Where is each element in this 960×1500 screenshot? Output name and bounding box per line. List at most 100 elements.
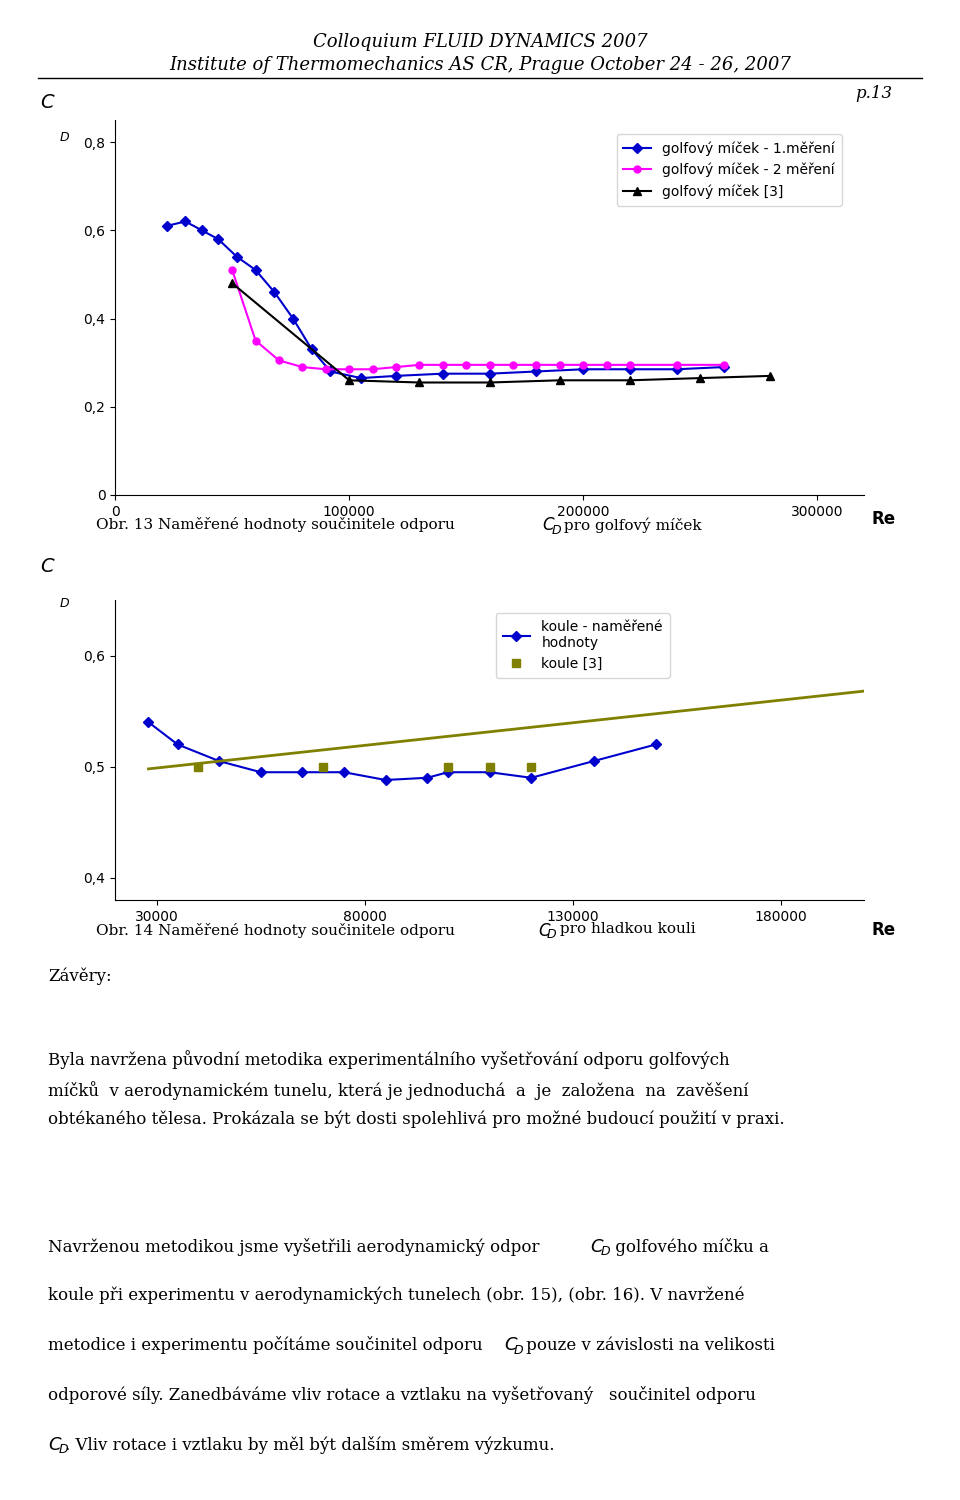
golfový míček - 1.měření — [484, 364, 495, 382]
Line: golfový míček [3]: golfový míček [3] — [228, 279, 775, 387]
golfový míček - 1.měření — [437, 364, 448, 382]
Line: koule - naměřené
hodnoty: koule - naměřené hodnoty — [145, 718, 660, 783]
Text: pouze v závislosti na velikosti: pouze v závislosti na velikosti — [521, 1336, 775, 1354]
golfový míček [3] — [694, 369, 706, 387]
golfový míček - 2 měření — [414, 356, 425, 374]
Text: $\mathit{D}$: $\mathit{D}$ — [513, 1344, 523, 1358]
golfový míček - 2 měření — [554, 356, 565, 374]
golfový míček - 2 měření — [250, 332, 261, 350]
koule [3] — [443, 758, 454, 776]
golfový míček - 1.měření — [578, 360, 589, 378]
koule - naměřené
hodnoty — [172, 735, 183, 753]
Text: Colloquium FLUID DYNAMICS 2007: Colloquium FLUID DYNAMICS 2007 — [313, 33, 647, 51]
golfový míček - 2 měření — [671, 356, 683, 374]
golfový míček - 2 měření — [484, 356, 495, 374]
Line: koule [3]: koule [3] — [194, 762, 536, 771]
golfový míček - 1.měření — [324, 363, 336, 381]
Text: Závěry:: Závěry: — [48, 968, 111, 986]
koule - naměřené
hodnoty — [380, 771, 392, 789]
golfový míček [3] — [554, 372, 565, 390]
golfový míček [3] — [765, 368, 777, 386]
koule - naměřené
hodnoty — [421, 770, 433, 788]
golfový míček - 2 měření — [344, 360, 355, 378]
koule - naměřené
hodnoty — [650, 735, 661, 753]
koule - naměřené
hodnoty — [525, 770, 537, 788]
Text: $\mathit{D}$: $\mathit{D}$ — [600, 1245, 611, 1258]
golfový míček - 2 měření — [624, 356, 636, 374]
Text: koule při experimentu v aerodynamických tunelech (obr. 15), (obr. 16). V navržen: koule při experimentu v aerodynamických … — [48, 1287, 745, 1305]
golfový míček - 2 měření — [437, 356, 448, 374]
golfový míček [3] — [344, 372, 355, 390]
Line: golfový míček - 1.měření: golfový míček - 1.měření — [163, 217, 727, 381]
golfový míček - 1.měření — [306, 340, 318, 358]
golfový míček - 2 měření — [390, 358, 401, 376]
Text: Re: Re — [872, 510, 896, 528]
Text: $\mathit{C}$: $\mathit{C}$ — [40, 556, 56, 576]
Text: p.13: p.13 — [855, 86, 893, 102]
golfový míček - 2 měření — [297, 358, 308, 376]
koule [3] — [484, 758, 495, 776]
golfový míček [3] — [484, 374, 495, 392]
golfový míček [3] — [624, 372, 636, 390]
golfový míček - 1.měření — [212, 230, 224, 248]
koule - naměřené
hodnoty — [338, 764, 349, 782]
Line: golfový míček - 2 měření: golfový míček - 2 měření — [228, 267, 727, 372]
golfový míček - 2 měření — [531, 356, 542, 374]
golfový míček - 2 měření — [367, 360, 378, 378]
Text: $\mathit{D}$: $\mathit{D}$ — [546, 928, 557, 942]
Text: Re: Re — [872, 921, 896, 939]
koule [3] — [318, 758, 329, 776]
golfový míček [3] — [227, 274, 238, 292]
Text: $\mathit{C}$: $\mathit{C}$ — [48, 1436, 62, 1454]
koule [3] — [525, 758, 537, 776]
Text: Byla navržena původní metodika experimentálního vyšetřování odporu golfových
míč: Byla navržena původní metodika experimen… — [48, 1050, 784, 1128]
golfový míček - 1.měření — [287, 309, 299, 327]
golfový míček - 1.měření — [355, 369, 367, 387]
Text: Obr. 13 Naměřené hodnoty součinitele odporu: Obr. 13 Naměřené hodnoty součinitele odp… — [96, 518, 460, 532]
golfový míček - 2 měření — [718, 356, 730, 374]
Text: $D$: $D$ — [59, 597, 70, 610]
Text: $\mathit{D}$: $\mathit{D}$ — [551, 524, 562, 537]
Text: $\mathit{C}$: $\mathit{C}$ — [590, 1238, 605, 1256]
golfový míček - 1.měření — [269, 284, 280, 302]
Text: $\mathit{C}$: $\mathit{C}$ — [504, 1336, 518, 1354]
golfový míček - 1.měření — [231, 248, 243, 266]
golfový míček - 1.měření — [531, 363, 542, 381]
Legend: koule - naměřené
hodnoty, koule [3]: koule - naměřené hodnoty, koule [3] — [495, 614, 670, 678]
koule - naměřené
hodnoty — [255, 764, 267, 782]
golfový míček [3] — [414, 374, 425, 392]
koule - naměřené
hodnoty — [443, 764, 454, 782]
Text: odporové síly. Zanedbáváme vliv rotace a vztlaku na vyšetřovaný   součinitel odp: odporové síly. Zanedbáváme vliv rotace a… — [48, 1386, 756, 1404]
Text: pro hladkou kouli: pro hladkou kouli — [555, 922, 695, 936]
Text: . Vliv rotace i vztlaku by měl být dalším směrem výzkumu.: . Vliv rotace i vztlaku by měl být další… — [65, 1436, 555, 1454]
golfový míček - 1.měření — [624, 360, 636, 378]
golfový míček - 1.měření — [390, 368, 401, 386]
golfový míček - 2 měření — [274, 351, 285, 369]
Legend: golfový míček - 1.měření, golfový míček - 2 měření, golfový míček [3]: golfový míček - 1.měření, golfový míček … — [616, 135, 842, 206]
Text: pro golfový míček: pro golfový míček — [559, 518, 702, 532]
koule [3] — [193, 758, 204, 776]
golfový míček - 1.měření — [250, 261, 261, 279]
Text: metodice i experimentu počítáme součinitel odporu: metodice i experimentu počítáme součinit… — [48, 1336, 488, 1354]
golfový míček - 1.měření — [196, 222, 207, 240]
golfový míček - 1.měření — [161, 217, 173, 236]
koule - naměřené
hodnoty — [484, 764, 495, 782]
Text: Navrženou metodikou jsme vyšetřili aerodynamický odpor: Navrženou metodikou jsme vyšetřili aerod… — [48, 1238, 544, 1256]
golfový míček - 2 měření — [507, 356, 518, 374]
koule - naměřené
hodnoty — [213, 752, 225, 770]
Text: $\mathit{D}$: $\mathit{D}$ — [58, 1443, 68, 1456]
golfový míček - 2 měření — [227, 261, 238, 279]
golfový míček - 2 měření — [461, 356, 472, 374]
Text: Institute of Thermomechanics AS CR, Prague October 24 - 26, 2007: Institute of Thermomechanics AS CR, Prag… — [169, 56, 791, 74]
golfový míček - 1.měření — [180, 213, 191, 231]
Text: Obr. 14 Naměřené hodnoty součinitele odporu: Obr. 14 Naměřené hodnoty součinitele odp… — [96, 922, 460, 938]
golfový míček - 2 měření — [320, 360, 331, 378]
koule - naměřené
hodnoty — [588, 752, 599, 770]
Text: $D$: $D$ — [59, 132, 70, 144]
koule - naměřené
hodnoty — [143, 712, 155, 730]
Text: $\mathit{C}$: $\mathit{C}$ — [542, 518, 556, 534]
Text: golfového míčku a: golfového míčku a — [610, 1238, 768, 1256]
golfový míček - 1.měření — [718, 358, 730, 376]
golfový míček - 2 měření — [578, 356, 589, 374]
Text: $\mathit{C}$: $\mathit{C}$ — [538, 922, 551, 939]
